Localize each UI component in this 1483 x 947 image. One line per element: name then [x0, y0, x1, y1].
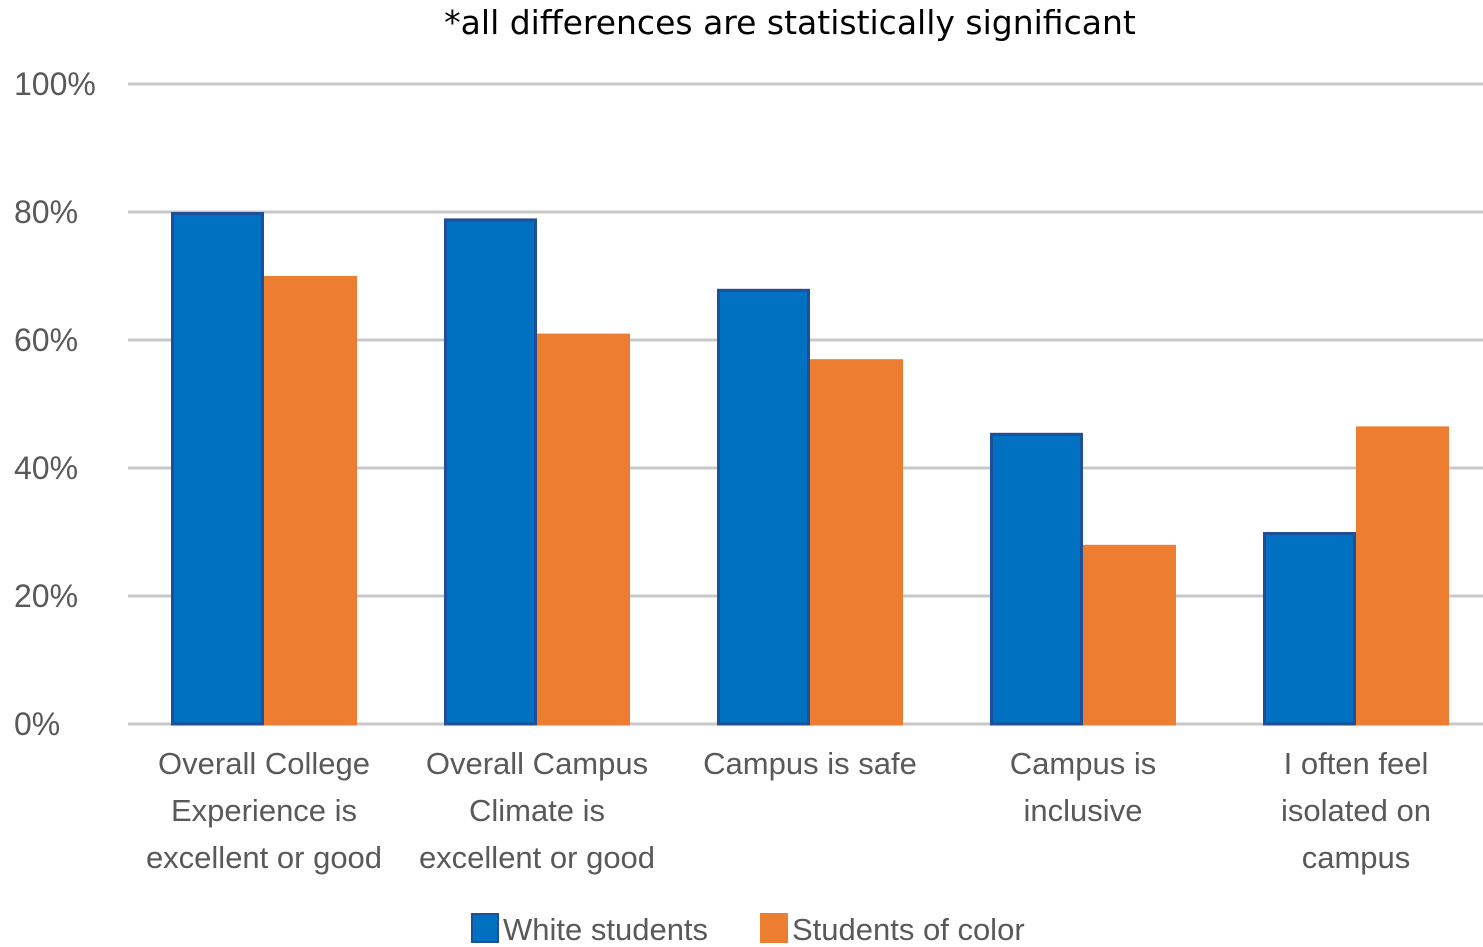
bars: [171, 212, 1449, 726]
legend-swatch: [760, 913, 788, 943]
x-tick-label: Campus is: [1010, 746, 1156, 781]
x-tick-label: campus: [1302, 840, 1411, 875]
x-tick-label: I often feel: [1284, 746, 1429, 781]
legend: White students Students of color: [471, 912, 1025, 947]
bar-white-students: [717, 288, 810, 726]
y-tick-label: 80%: [14, 194, 78, 230]
legend-swatch: [471, 913, 499, 943]
bar-white-students: [1263, 532, 1356, 726]
x-tick-label: Overall College: [158, 746, 370, 781]
x-tick-label: Campus is safe: [703, 746, 917, 781]
bar-students-of-color: [1083, 544, 1176, 726]
bar-students-of-color: [1356, 426, 1449, 726]
bar-white-students: [444, 218, 537, 726]
chart-subtitle: *all differences are statistically signi…: [444, 3, 1136, 42]
bar-white-students: [990, 432, 1083, 726]
x-tick-label: excellent or good: [419, 840, 655, 875]
y-tick-label: 60%: [14, 322, 78, 358]
x-tick-label: Experience is: [171, 793, 357, 828]
x-tick-label: Climate is: [469, 793, 605, 828]
y-tick-label: 100%: [14, 66, 96, 102]
x-tick-label: inclusive: [1024, 793, 1143, 828]
legend-label: White students: [503, 912, 708, 947]
x-axis-labels: Overall College Experience is excellent or…: [146, 746, 1431, 875]
bar-students-of-color: [810, 359, 903, 726]
x-tick-label: isolated on: [1281, 793, 1431, 828]
x-tick-label: Overall Campus: [426, 746, 648, 781]
bar-white-students: [171, 212, 264, 726]
y-axis-ticks: 0% 20% 40% 60% 80% 100%: [14, 66, 96, 742]
bar-students-of-color: [537, 333, 630, 726]
bar-students-of-color: [264, 276, 357, 726]
y-tick-label: 40%: [14, 450, 78, 486]
x-tick-label: excellent or good: [146, 840, 382, 875]
legend-label: Students of color: [792, 912, 1025, 947]
y-tick-label: 20%: [14, 578, 78, 614]
y-tick-label: 0%: [14, 706, 60, 742]
